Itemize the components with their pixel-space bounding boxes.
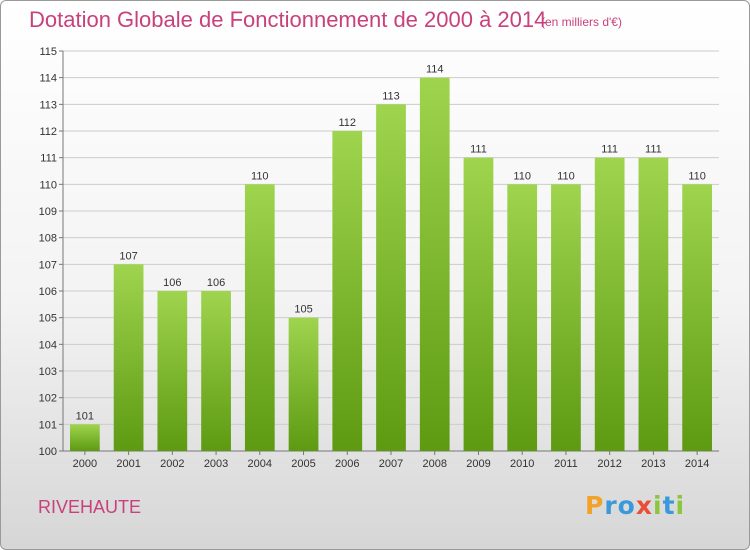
y-tick-label: 101 [39,419,57,431]
y-tick-label: 112 [39,126,57,138]
bar-value-label: 110 [557,170,575,182]
x-tick-label: 2003 [204,458,228,470]
bar-value-label: 112 [338,117,356,129]
bar-2009[interactable] [463,157,494,451]
y-tick-label: 107 [39,259,57,271]
logo-letter: i [675,491,686,520]
bar-2006[interactable] [332,131,363,451]
x-tick-label: 2000 [73,458,97,470]
bar-value-label: 111 [601,144,618,156]
x-tick-label: 2014 [685,458,709,470]
bar-value-label: 105 [294,304,312,316]
bar-value-label: 114 [426,64,444,76]
x-tick-label: 2005 [291,458,315,470]
commune-name: RIVEHAUTE [38,497,142,517]
logo-letter: t [662,491,676,520]
bar-2013[interactable] [638,157,669,451]
bar-value-label: 110 [251,170,269,182]
y-tick-label: 109 [39,206,57,218]
bar-value-label: 106 [163,277,181,289]
bar-value-label: 113 [382,90,400,102]
bar-2014[interactable] [682,184,713,452]
bar-2008[interactable] [419,77,450,452]
bars [69,77,713,452]
bar-value-label: 101 [76,410,94,422]
y-tick-label: 111 [40,153,57,165]
x-tick-label: 2002 [160,458,184,470]
x-tick-label: 2008 [422,458,446,470]
logo-letter: x [635,491,653,520]
logo-letter: i [653,491,663,520]
y-tick-label: 100 [39,446,57,458]
x-tick-label: 2004 [248,458,272,470]
y-tick-label: 104 [39,339,57,351]
bar-value-label: 111 [645,144,662,156]
bar-value-label: 106 [207,277,225,289]
x-tick-label: 2011 [554,458,578,470]
bar-value-label: 107 [119,250,137,262]
bar-value-label: 110 [513,170,531,182]
bar-2002[interactable] [157,291,188,451]
bar-2005[interactable] [288,317,319,451]
x-tick-label: 2001 [116,458,140,470]
x-tick-label: 2006 [335,458,359,470]
bar-2003[interactable] [201,291,231,451]
chart-subtitle: (en milliers d'€) [541,15,622,29]
bar-value-label: 111 [470,144,487,156]
bar-value-label: 110 [688,170,706,182]
x-tick-label: 2010 [510,458,534,470]
x-tick-label: 2009 [466,458,490,470]
y-tick-label: 110 [39,179,57,191]
y-tick-label: 115 [39,46,57,58]
x-tick-label: 2007 [379,458,403,470]
logo-letter: r [604,491,618,520]
labels: 100 101 102 103 104 105 106 107 108 109 110 111 112 1… [39,46,710,470]
bar-2012[interactable] [594,157,625,451]
y-tick-label: 113 [39,99,57,111]
bar-2011[interactable] [551,184,581,452]
bar-2001[interactable] [113,264,144,451]
bar-2007[interactable] [376,104,406,451]
y-tick-label: 105 [39,313,57,325]
logo-letter: P [585,491,605,520]
y-tick-label: 108 [39,233,57,245]
bar-2010[interactable] [507,184,538,452]
bar-2000[interactable] [69,424,100,451]
x-tick-label: 2013 [641,458,665,470]
bar-2004[interactable] [244,184,275,452]
y-tick-label: 103 [39,366,57,378]
proxiti-logo[interactable]: Proxiti [585,491,685,520]
x-tick-label: 2012 [597,458,621,470]
y-tick-label: 106 [39,286,57,298]
y-tick-label: 102 [39,393,57,405]
logo-letter: o [617,491,636,520]
chart-title: Dotation Globale de Fonctionnement de 20… [29,7,547,32]
y-tick-label: 114 [39,73,57,85]
